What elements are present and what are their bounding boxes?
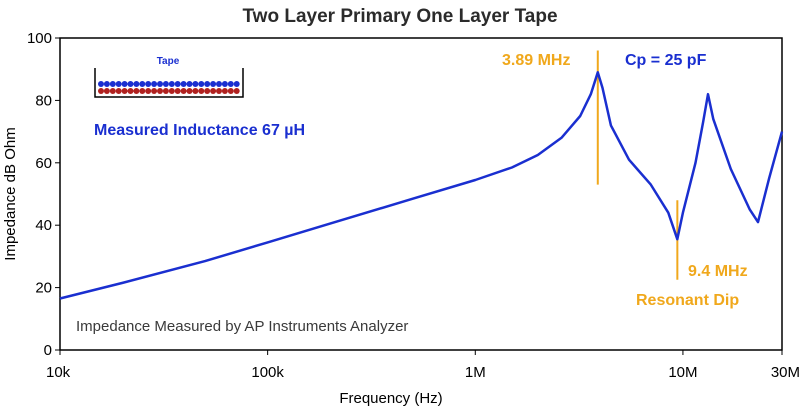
inset-wire-dot [157, 81, 163, 87]
inset-winding-dots [98, 81, 240, 94]
inset-bobbin-outline [94, 68, 244, 98]
inset-wire-dot [204, 88, 211, 94]
impedance-line [59, 71, 784, 300]
inset-tape-label: Tape [157, 56, 180, 67]
y-tick-label: 100 [27, 30, 52, 47]
inset-wire-dot [216, 81, 222, 87]
inset-wire-dot [133, 81, 140, 87]
y-tick-label: 40 [35, 217, 52, 234]
y-tick-label: 20 [35, 280, 52, 297]
inset-wire-dot [233, 88, 240, 94]
inset-wire-dot [168, 88, 175, 94]
inset-wire-dot [198, 88, 205, 94]
resonant-dip-annotation: Resonant Dip [636, 292, 739, 309]
inset-wire-dot [221, 88, 228, 94]
peak-frequency-annotation: 3.89 MHz [502, 52, 570, 69]
y-axis-label: Impedance dB Ohm [2, 127, 19, 260]
inset-wire-dot [174, 88, 181, 94]
inset-wire-dot [227, 81, 234, 87]
capacitance-annotation: Cp = 25 pF [625, 52, 707, 69]
inset-wire-dot [103, 81, 110, 87]
x-tick-label: 10M [668, 364, 697, 381]
inset-wire-dot [98, 81, 104, 87]
chart-title: Two Layer Primary One Layer Tape [242, 6, 557, 27]
inset-wire-dot [127, 88, 134, 94]
inset-wire-dot [216, 88, 222, 94]
inset-wire-dot [115, 88, 122, 94]
inset-wire-dot [98, 88, 104, 94]
inset-wire-dot [157, 88, 163, 94]
inset-wire-dot [145, 81, 152, 87]
inset-wire-dot [133, 88, 140, 94]
x-tick-label: 1M [465, 364, 486, 381]
y-tick-label: 80 [35, 92, 52, 109]
inset-wire-dot [192, 88, 199, 94]
y-tick-label: 0 [44, 342, 52, 359]
inset-wire-dot [192, 81, 199, 87]
impedance-series [59, 71, 784, 300]
inset-wire-dot [127, 81, 134, 87]
footer-note: Impedance Measured by AP Instruments Ana… [76, 318, 408, 335]
marker-lines [596, 50, 679, 280]
inset-wire-dot [186, 88, 193, 94]
inset-wire-dot [109, 81, 116, 87]
inset-wire-dot [139, 88, 146, 94]
inset-wire-dot [204, 81, 211, 87]
inset-wire-dot [103, 88, 110, 94]
inset-wire-dot [151, 81, 158, 87]
inset-wire-dot [233, 81, 240, 87]
inset-wire-dot [109, 88, 116, 94]
inset-wire-dot [221, 81, 228, 87]
inset-wire-dot [210, 81, 217, 87]
tape-inset: Tape [94, 56, 244, 98]
inset-wire-dot [162, 88, 169, 94]
inset-wire-dot [180, 81, 187, 87]
inset-wire-dot [180, 88, 187, 94]
y-tick-label: 60 [35, 155, 52, 172]
inset-wire-dot [210, 88, 217, 94]
inset-wire-dot [174, 81, 181, 87]
dip-frequency-annotation: 9.4 MHz [688, 263, 748, 280]
x-tick-label: 30M [771, 364, 800, 381]
inset-wire-dot [227, 88, 234, 94]
inductance-annotation: Measured Inductance 67 µH [94, 122, 305, 139]
inset-wire-dot [121, 88, 128, 94]
inset-wire-dot [168, 81, 175, 87]
x-tick-label: 10k [46, 364, 71, 381]
inset-wire-dot [151, 88, 158, 94]
inset-wire-dot [145, 88, 152, 94]
inset-wire-dot [186, 81, 193, 87]
inset-wire-dot [198, 81, 205, 87]
inset-wire-dot [162, 81, 169, 87]
x-axis-ticks: 10k 100k 1M 10M 30M [46, 350, 800, 381]
inset-wire-dot [115, 81, 122, 87]
x-tick-label: 100k [251, 364, 284, 381]
x-axis-label: Frequency (Hz) [339, 390, 442, 407]
inset-wire-dot [139, 81, 146, 87]
y-axis-ticks: 0 20 40 60 80 100 [27, 30, 60, 359]
plot-frame [59, 37, 783, 351]
inset-wire-dot [121, 81, 128, 87]
